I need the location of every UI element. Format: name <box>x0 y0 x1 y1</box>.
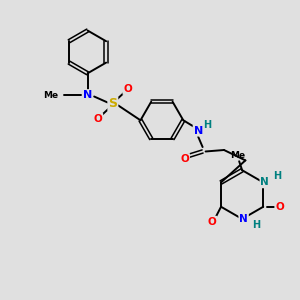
Text: N: N <box>83 90 92 100</box>
Text: O: O <box>275 202 284 212</box>
Text: Me: Me <box>230 151 245 160</box>
Text: O: O <box>180 154 189 164</box>
Text: N: N <box>260 177 269 188</box>
Text: Me: Me <box>43 91 58 100</box>
Text: O: O <box>94 114 102 124</box>
Text: S: S <box>108 98 117 110</box>
Text: H: H <box>274 171 282 181</box>
Text: O: O <box>123 84 132 94</box>
Text: N: N <box>194 126 203 136</box>
Text: N: N <box>239 214 248 224</box>
Text: O: O <box>208 217 217 226</box>
Text: H: H <box>252 220 260 230</box>
Text: H: H <box>204 120 212 130</box>
